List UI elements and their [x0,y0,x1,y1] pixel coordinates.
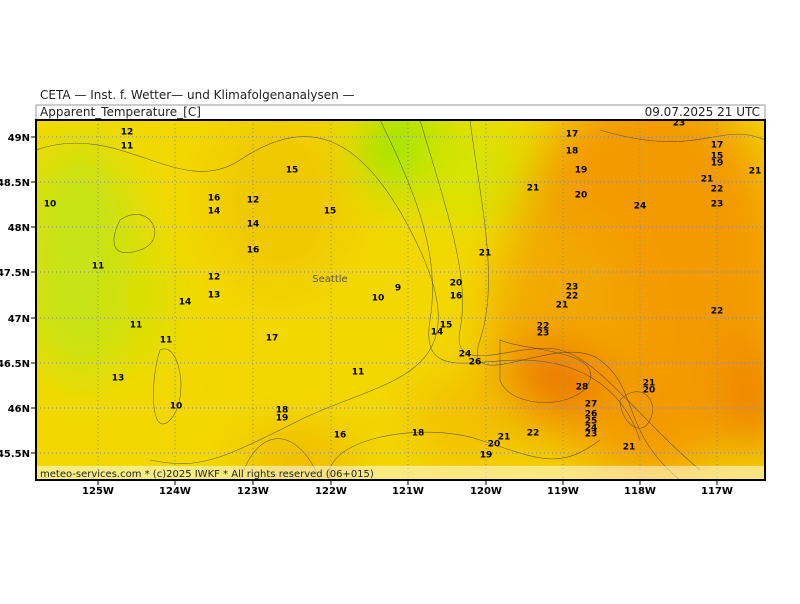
contour-label: 15 [324,207,337,217]
contour-label: 11 [121,142,134,152]
lat-label: 46.5N [0,359,30,370]
graticule: 125W 124W 123W 122W 121W 120W 119W 118W 117W 49N 4… [0,120,765,497]
contour-label: 17 [711,141,724,151]
valid-time: 09.07.2025 21 UTC [645,105,760,119]
lon-label: 125W [82,486,114,497]
contour-label: 18 [276,406,289,416]
contour-label: 14 [179,298,192,308]
contour-label: 10 [170,402,183,412]
contour-label: 22 [711,185,724,195]
contour-label: 11 [160,336,173,346]
contour-label: 11 [130,321,143,331]
lon-label: 119W [547,486,579,497]
contour-label: 18 [412,429,425,439]
contour-label: 16 [450,292,463,302]
contour-label: 11 [92,262,105,272]
lon-label: 117W [701,486,733,497]
contour-label: 22 [566,292,579,302]
contour-label: 10 [44,200,57,210]
contour-label: 13 [112,374,125,384]
contour-label: 20 [643,386,656,396]
contour-label: 16 [334,431,347,441]
contour-label: 21 [556,301,569,311]
contour-label: 19 [711,159,724,169]
contour-label: 23 [711,200,724,210]
contour-label: 27 [585,400,598,410]
contour-label: 24 [459,350,472,360]
lat-label: 47.5N [0,268,30,279]
contour-label: 23 [566,283,579,293]
lon-label: 123W [237,486,269,497]
contour-label: 14 [208,207,221,217]
lat-label: 48N [8,223,30,234]
contour-label: 14 [247,220,260,230]
contour-label: 26 [469,358,482,368]
contour-label: 19 [276,414,289,424]
credit-bar [36,466,765,480]
contour-label: 21 [623,443,636,453]
contour-label: 22 [527,429,540,439]
lon-label: 121W [392,486,424,497]
contour-label: 9 [395,284,401,294]
contour-label: 24 [634,202,647,212]
contour-label: 15 [440,321,453,331]
contour-label: 12 [121,128,134,138]
contours [36,120,765,480]
contour-label: 21 [749,167,762,177]
contour-label: 15 [286,166,299,176]
contour-label: 24 [585,424,598,434]
lat-label: 48.5N [0,178,30,189]
contour-label: 22 [711,307,724,317]
contour-label: 19 [575,166,588,176]
contour-label: 17 [266,334,279,344]
contour-label: 17 [566,130,579,140]
contour-label: 23 [585,430,598,440]
contour-label: 21 [701,175,714,185]
contour-label: 16 [247,246,260,256]
credit: meteo-services.com * (c)2025 IWKF * All … [40,469,374,480]
parameter-label: Apparent_Temperature_[C] [40,105,201,119]
lon-label: 122W [315,486,347,497]
lon-label: 120W [470,486,502,497]
contour-label: 21 [527,184,540,194]
contour-label: 13 [208,291,221,301]
contour-label: 16 [208,194,221,204]
lat-label: 47N [8,314,30,325]
contour-label: 22 [537,322,550,332]
map-frame [35,119,766,481]
contour-label: 28 [576,383,589,393]
contour-label: 12 [208,273,221,283]
contour-label: 21 [498,433,511,443]
contour-label: 20 [488,440,501,450]
lat-label: 49N [8,133,30,144]
contour-labels: 1211101111111310141312161412141615151718… [44,119,762,461]
lon-label: 118W [624,486,656,497]
contour-label: 26 [585,410,598,420]
contour-label: 10 [372,294,385,304]
contour-label: 12 [247,196,260,206]
city-label: Seattle [312,274,347,285]
contour-label: 15 [711,152,724,162]
contour-label: 20 [450,279,463,289]
contour-label: 21 [643,379,656,389]
source-title: CETA — Inst. f. Wetter— und Klimafolgena… [40,88,355,102]
contour-label: 11 [352,368,365,378]
contour-label: 19 [480,451,493,461]
contour-label: 14 [431,328,444,338]
contour-label: 23 [673,119,686,129]
contour-label: 25 [585,417,598,427]
lon-label: 124W [159,486,191,497]
contour-label: 18 [566,147,579,157]
contour-label: 23 [537,329,550,339]
contour-label: 20 [575,191,588,201]
map-field [36,120,765,480]
lat-label: 45.5N [0,449,30,460]
contour-label: 21 [479,249,492,259]
lat-label: 46N [8,404,30,415]
